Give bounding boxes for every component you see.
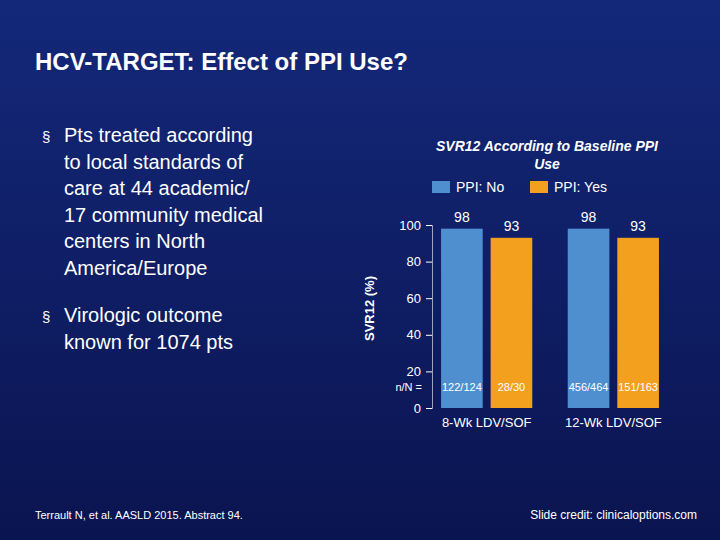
slide-title: HCV-TARGET: Effect of PPI Use? [35, 48, 408, 75]
y-axis-line [426, 226, 433, 409]
bullet-text: care at 44 academic/ [64, 177, 250, 199]
n-over-n-label: 28/30 [498, 381, 526, 393]
bar [491, 238, 533, 408]
y-tick: 80 [407, 254, 432, 269]
chart-title: SVR12 According to Baseline PPI Use [436, 138, 659, 172]
legend-label: PPI: Yes [554, 179, 607, 195]
chart-title-line: SVR12 According to Baseline PPI [436, 138, 659, 154]
legend-item: PPI: No [432, 179, 504, 195]
y-tick-label: 40 [407, 327, 421, 342]
y-tick-label: 100 [399, 218, 421, 233]
y-tick-mark [426, 262, 432, 263]
n-label: n/N = [395, 381, 422, 393]
x-axis: 8-Wk LDV/SOF 12-Wk LDV/SOF [437, 408, 665, 430]
y-tick: 20 [407, 364, 432, 379]
legend-swatch [530, 181, 548, 193]
bullet-marker: § [42, 128, 50, 145]
y-tick-label: 20 [407, 364, 421, 379]
footnote: Terrault N, et al. AASLD 2015. Abstract … [35, 509, 243, 521]
y-axis-title: SVR12 (%) [362, 276, 377, 341]
y-tick-mark [426, 408, 432, 409]
y-tick-mark [426, 225, 432, 226]
data-label: 98 [581, 209, 597, 225]
y-tick-label: 60 [407, 291, 421, 306]
y-tick: 60 [407, 291, 432, 306]
bullet-text: Pts treated according [64, 124, 253, 146]
data-label: 93 [504, 218, 520, 234]
y-tick: 40 [407, 327, 432, 342]
x-axis-line [437, 408, 665, 409]
slide: HCV-TARGET: Effect of PPI Use? § Pts treat… [0, 0, 720, 540]
bars [441, 229, 659, 408]
y-tick-label: 0 [414, 401, 421, 416]
legend-label: PPI: No [456, 179, 504, 195]
y-tick-mark [426, 335, 432, 336]
labels: 98 98 93 93 122/124 456/464 28/30 151/163 [442, 209, 658, 393]
y-tick-mark [426, 298, 432, 299]
data-label: 93 [630, 218, 646, 234]
x-tick-label: 8-Wk LDV/SOF [442, 415, 532, 430]
n-over-n-label: 151/163 [618, 381, 658, 393]
bar [568, 229, 610, 408]
bullet-text: 17 community medical [64, 204, 263, 226]
background [0, 0, 720, 540]
y-tick: 0 [414, 401, 432, 416]
n-over-n-label: 456/464 [569, 381, 609, 393]
bullet-text: known for 1074 pts [64, 331, 233, 353]
x-tick: 8-Wk LDV/SOF [442, 408, 532, 430]
legend-item: PPI: Yes [530, 179, 607, 195]
slide-credit: Slide credit: clinicaloptions.com [530, 508, 697, 522]
bar [617, 238, 659, 408]
x-tick-label: 12-Wk LDV/SOF [565, 415, 662, 430]
legend-swatch [432, 181, 450, 193]
y-tick-mark [426, 371, 432, 372]
chart-title-line: Use [534, 156, 560, 172]
bullet-text: America/Europe [64, 257, 207, 279]
chart: SVR12 According to Baseline PPI Use PPI: N… [362, 138, 665, 430]
data-label: 98 [454, 209, 470, 225]
n-over-n-label: 122/124 [442, 381, 482, 393]
bullet-text: Virologic outcome [64, 304, 223, 326]
bullet-text: centers in North [64, 230, 205, 252]
bullet-marker: § [42, 308, 50, 325]
y-tick: 100 [399, 218, 432, 233]
y-tick-label: 80 [407, 254, 421, 269]
x-tick: 12-Wk LDV/SOF [565, 408, 662, 430]
bullet-text: to local standards of [64, 151, 243, 173]
bar [441, 229, 483, 408]
